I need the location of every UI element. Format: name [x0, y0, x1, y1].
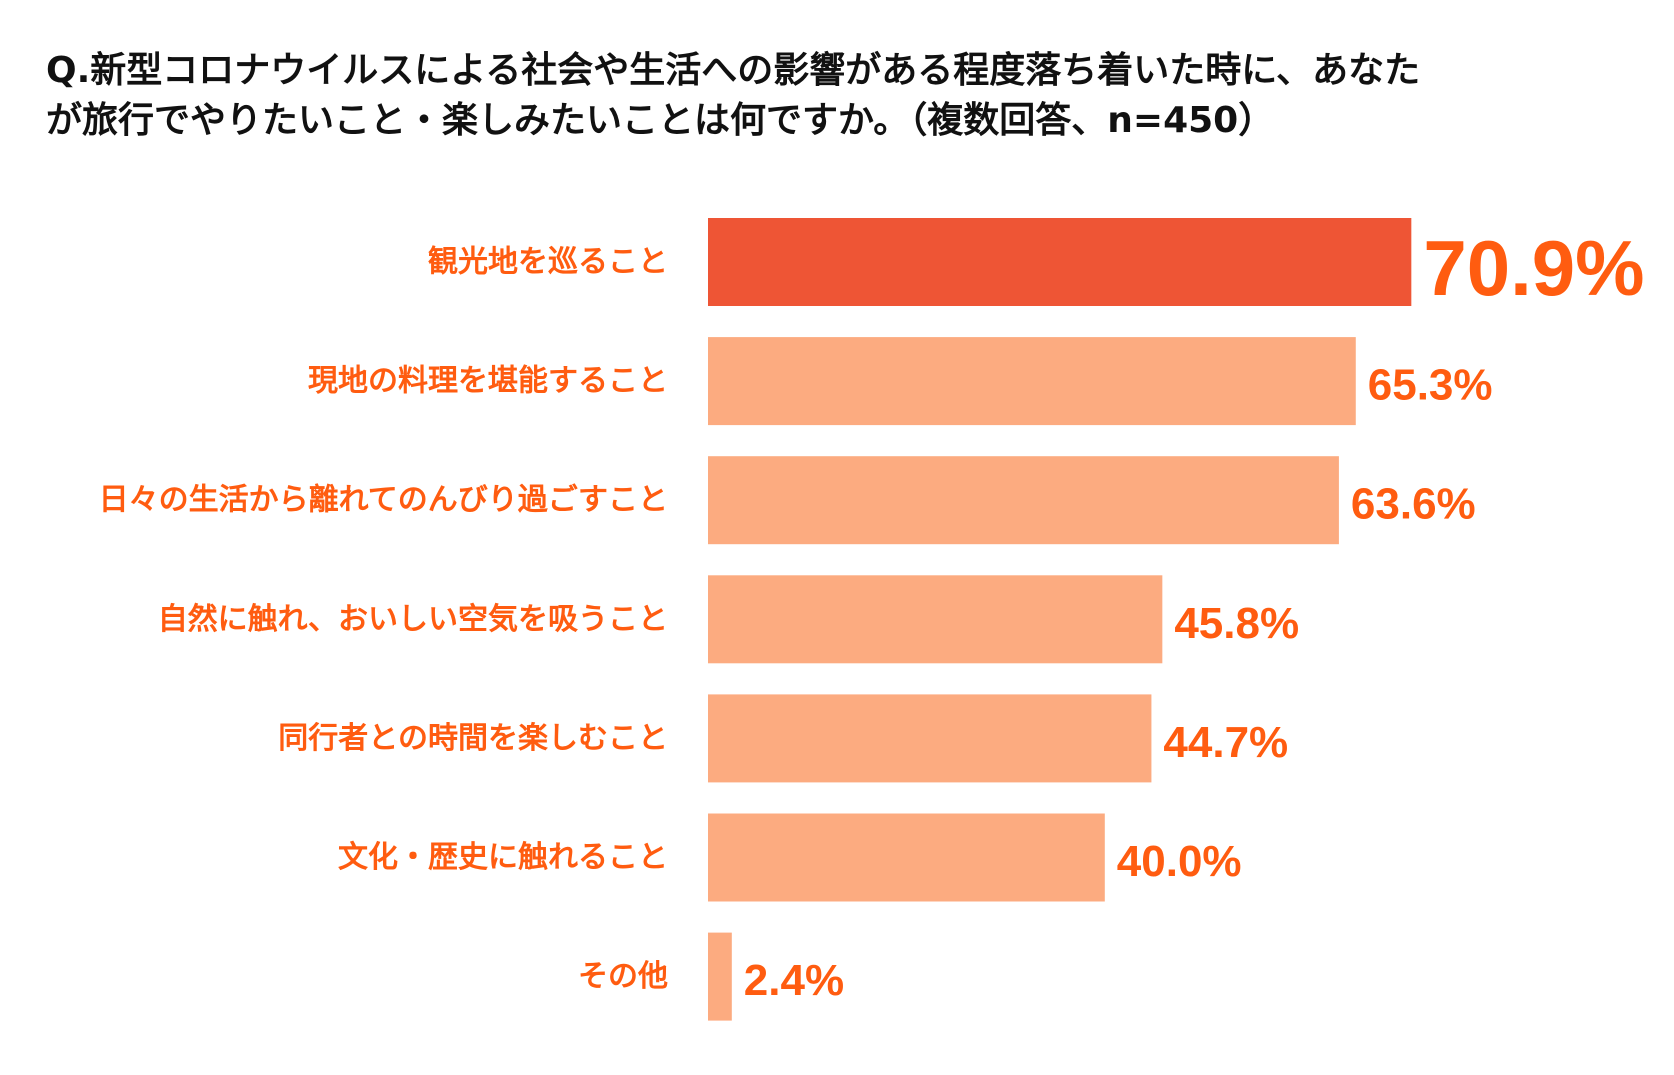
category-label: その他: [578, 959, 668, 994]
value-label: 63.6%: [1351, 480, 1476, 529]
bar: [708, 694, 1152, 783]
bar: [708, 932, 732, 1021]
bar: [708, 456, 1339, 545]
chart-title: Q.新型コロナウイルスによる社会や生活への影響がある程度落ち着いた時に、あなた …: [46, 50, 1421, 141]
category-label: 自然に触れ、おいしい空気を吸うこと: [158, 602, 668, 637]
bar: [708, 575, 1163, 664]
bar: [708, 813, 1105, 902]
category-label: 同行者との時間を楽しむこと: [278, 721, 668, 756]
value-label: 2.4%: [744, 956, 844, 1005]
category-label: 日々の生活から離れてのんびり過ごすこと: [99, 483, 668, 518]
category-label: 現地の料理を堪能すること: [308, 364, 668, 399]
bar: [708, 218, 1412, 306]
value-label: 70.9%: [1423, 224, 1644, 312]
value-label: 40.0%: [1117, 837, 1242, 886]
value-label: 44.7%: [1163, 718, 1288, 767]
category-label: 文化・歴史に触れること: [338, 840, 668, 875]
value-label: 45.8%: [1174, 599, 1299, 648]
category-label: 観光地を巡ること: [428, 245, 668, 280]
value-label: 65.3%: [1368, 361, 1493, 410]
bar: [708, 337, 1356, 426]
